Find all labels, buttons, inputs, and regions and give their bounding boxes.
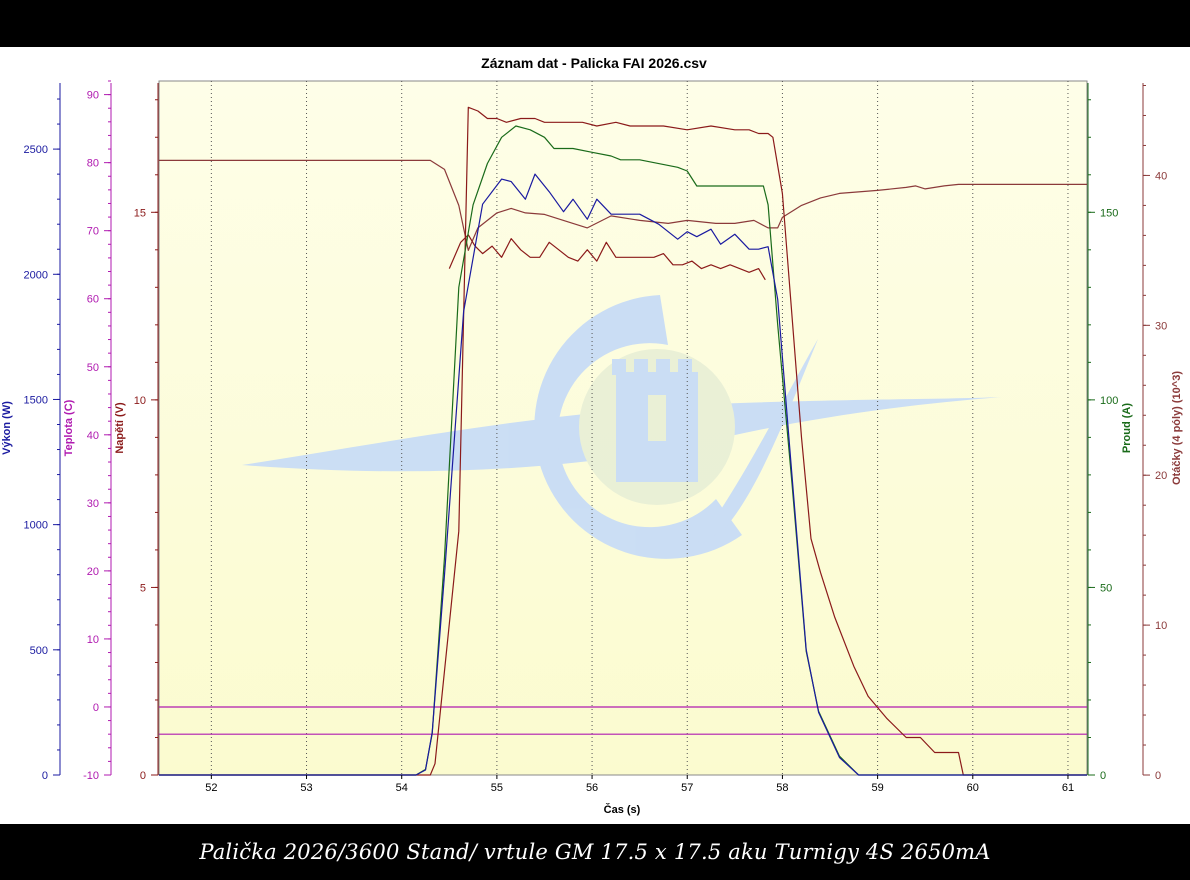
y-axis-title: Otáčky (4 póly) (10^3) bbox=[1171, 371, 1183, 485]
y-tick-label: 150 bbox=[1100, 207, 1118, 219]
series-layer bbox=[159, 106, 1087, 776]
y-axis-vykon: 0 500 1000 1500 2000 2500 Výkon (W) bbox=[1, 83, 61, 782]
y-tick-label: 10 bbox=[87, 634, 99, 646]
x-tick-label: 53 bbox=[300, 782, 312, 794]
x-tick-label: 56 bbox=[586, 782, 598, 794]
y-axis-title: Proud (A) bbox=[1121, 403, 1133, 453]
y-axis-title: Napětí (V) bbox=[114, 402, 126, 454]
y-tick-label: 0 bbox=[1100, 770, 1106, 782]
y-tick-label: 1000 bbox=[24, 520, 48, 532]
x-tick-label: 57 bbox=[681, 782, 693, 794]
watermark-logo bbox=[242, 295, 1002, 559]
y-tick-label: 15 bbox=[134, 207, 146, 219]
x-tick-label: 60 bbox=[967, 782, 979, 794]
series-line-otacky bbox=[159, 159, 1087, 251]
y-axis-napeti: 0 5 10 15 Napětí (V) bbox=[114, 83, 159, 782]
x-tick-label: 54 bbox=[396, 782, 408, 794]
y-tick-label: 500 bbox=[30, 645, 48, 657]
y-tick-label: 2500 bbox=[24, 144, 48, 156]
y-tick-label: 30 bbox=[87, 498, 99, 510]
x-tick-label: 52 bbox=[205, 782, 217, 794]
y-tick-label: 0 bbox=[93, 702, 99, 714]
chart-title: Záznam dat - Palicka FAI 2026.csv bbox=[481, 55, 707, 71]
y-tick-label: 0 bbox=[42, 770, 48, 782]
y-tick-label: 10 bbox=[1155, 620, 1167, 632]
x-tick-label: 58 bbox=[776, 782, 788, 794]
y-tick-label: 0 bbox=[140, 770, 146, 782]
y-tick-label: 50 bbox=[1100, 582, 1112, 594]
x-tick-label: 55 bbox=[491, 782, 503, 794]
y-tick-label: 60 bbox=[87, 294, 99, 306]
y-tick-label: -10 bbox=[83, 770, 99, 782]
y-tick-label: 70 bbox=[87, 226, 99, 238]
y-tick-label: 5 bbox=[140, 582, 146, 594]
y-tick-label: 30 bbox=[1155, 320, 1167, 332]
y-axis-teplota: -10 0 10 20 30 40 50 60 70 80 90 Teplota (C) bbox=[63, 80, 112, 782]
y-tick-label: 100 bbox=[1100, 395, 1118, 407]
axes-layer: 52 53 54 55 56 57 58 59 60 6105001000150020002500… bbox=[1, 80, 1183, 794]
chart-panel: 52 53 54 55 56 57 58 59 60 61 0 500 1000 1500 2000 2500… bbox=[0, 47, 1190, 824]
image-caption: Palička 2026/3600 Stand/ vrtule GM 17.5 … bbox=[0, 824, 1190, 870]
y-axis-proud: 0 50 100 150 Proud (A) bbox=[1087, 83, 1133, 782]
x-tick-label: 61 bbox=[1062, 782, 1074, 794]
x-axis-title: Čas (s) bbox=[604, 803, 641, 816]
y-tick-label: 50 bbox=[87, 362, 99, 374]
y-tick-label: 2000 bbox=[24, 269, 48, 281]
y-axis-title: Výkon (W) bbox=[1, 401, 13, 455]
y-tick-label: 40 bbox=[87, 430, 99, 442]
y-tick-label: 80 bbox=[87, 158, 99, 170]
y-tick-label: 0 bbox=[1155, 770, 1161, 782]
y-axis-title: Teplota (C) bbox=[63, 399, 75, 456]
series-line-vykon bbox=[159, 173, 1087, 776]
y-tick-label: 90 bbox=[87, 90, 99, 102]
series-line-napeti_input bbox=[159, 106, 1087, 776]
y-axis-otacky: 0 10 20 30 40 Otáčky (4 póly) (10^3) bbox=[1142, 83, 1183, 782]
series-line-proud bbox=[159, 125, 1087, 776]
y-tick-label: 20 bbox=[1155, 470, 1167, 482]
y-tick-label: 10 bbox=[134, 395, 146, 407]
top-black-border bbox=[0, 0, 1190, 47]
y-tick-label: 20 bbox=[87, 566, 99, 578]
y-tick-label: 40 bbox=[1155, 170, 1167, 182]
y-tick-label: 1500 bbox=[24, 394, 48, 406]
series-line-napeti_load bbox=[448, 234, 766, 281]
chart-svg: 52 53 54 55 56 57 58 59 60 6105001000150020002500… bbox=[1, 55, 1183, 816]
x-tick-label: 59 bbox=[871, 782, 883, 794]
